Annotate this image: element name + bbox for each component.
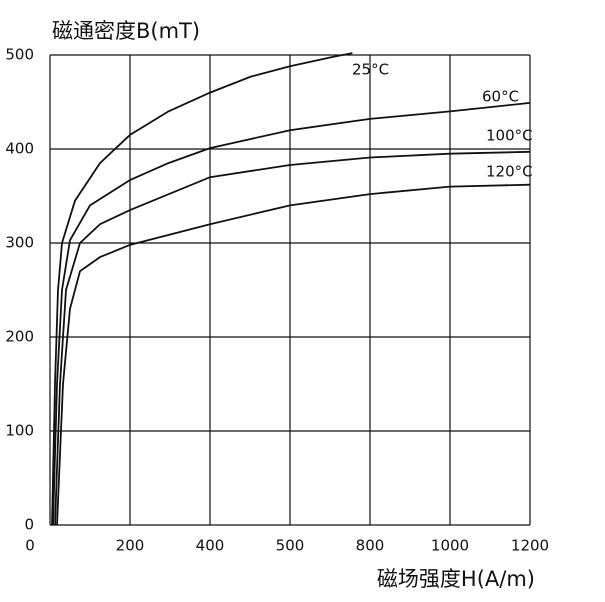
y-tick-label: 400 [5, 140, 34, 158]
y-tick-label: 300 [5, 234, 34, 252]
x-tick-label: 800 [356, 537, 385, 555]
x-tick-label: 0 [25, 537, 35, 555]
curve [54, 150, 531, 526]
x-tick-label: 1200 [511, 537, 549, 555]
x-tick-label: 400 [196, 537, 225, 555]
x-axis-label: 磁场强度H(A/m) [377, 567, 535, 591]
x-tick-label: 500 [276, 537, 305, 555]
series-label: 120°C [486, 163, 533, 181]
series-label: 100°C [486, 127, 533, 145]
curve [56, 183, 531, 526]
x-tick-label: 200 [116, 537, 145, 555]
y-tick-label: 100 [5, 422, 34, 440]
y-tick-label: 500 [5, 46, 34, 64]
curve [51, 52, 353, 526]
x-tick-label: 1000 [431, 537, 469, 555]
series-label: 25°C [352, 61, 389, 79]
y-tick-label: 200 [5, 328, 34, 346]
series-label: 60°C [482, 88, 519, 106]
y-tick-label: 0 [24, 516, 34, 534]
chart-title: 磁通密度B(mT) [52, 19, 200, 43]
curve [52, 102, 531, 526]
